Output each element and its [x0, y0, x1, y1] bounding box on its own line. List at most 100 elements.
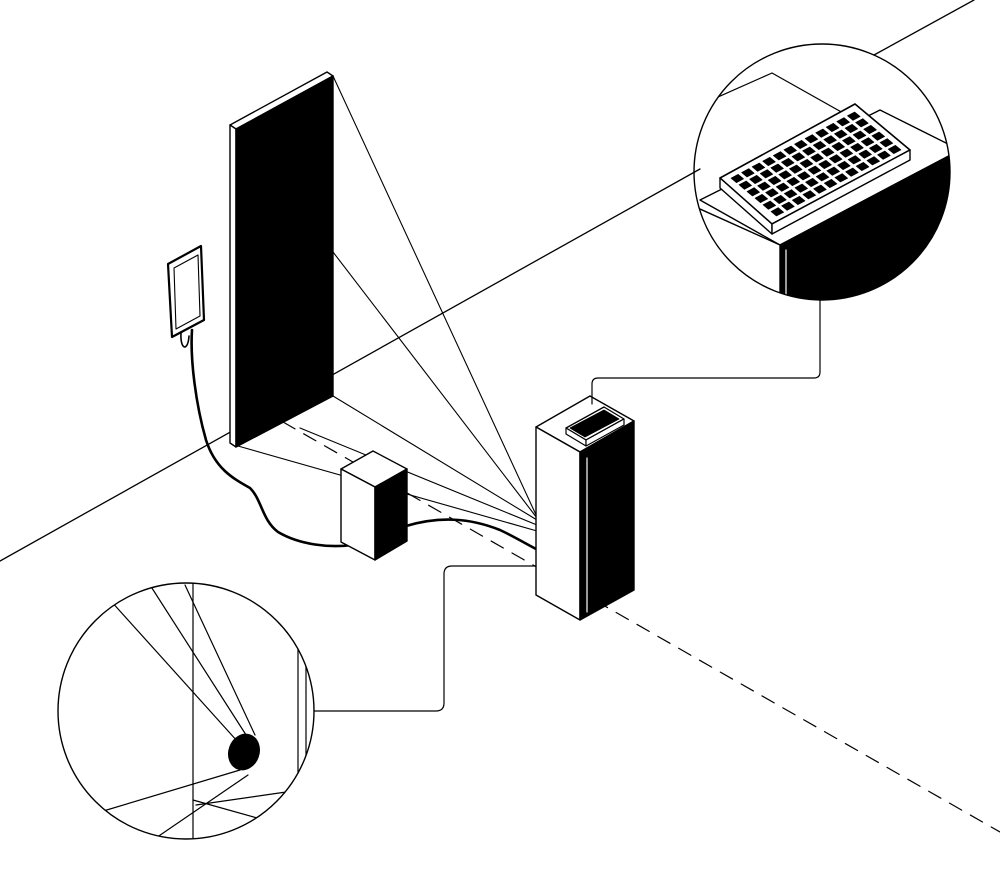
lens-leader-line — [313, 565, 537, 712]
keyboard-key — [825, 123, 840, 132]
tall-tower-unit — [535, 395, 635, 621]
keyboard-key — [858, 149, 872, 159]
keyboard-key — [834, 129, 848, 139]
keyboard-key — [765, 188, 779, 198]
keyboard-key — [823, 135, 837, 145]
keyboard-key — [783, 145, 797, 155]
keyboard-key — [850, 143, 864, 152]
keyboard-key — [794, 140, 808, 149]
keyboard-key — [791, 196, 806, 205]
keyboard-key — [820, 147, 835, 157]
keyboard-key — [786, 177, 800, 186]
keyboard-key — [772, 151, 787, 161]
keyboard-key — [802, 146, 816, 156]
keyboard-key — [773, 195, 787, 204]
keyboard-key — [860, 137, 875, 147]
zoom-floor-4 — [195, 789, 301, 806]
zoom-keyboard-side — [771, 149, 911, 235]
screen-face — [235, 75, 334, 448]
keyboard-key — [751, 162, 766, 172]
keyboard-key — [847, 155, 862, 165]
keyboard-key — [837, 161, 851, 170]
keyboard-key — [802, 190, 817, 200]
keyboard-key — [845, 167, 859, 177]
keyboard-key — [823, 179, 838, 188]
keyboard-key — [869, 144, 883, 153]
keyboard-key — [855, 118, 869, 128]
keyboard-key — [741, 168, 755, 178]
keyboard-key — [781, 158, 795, 167]
keyboard-key — [799, 159, 814, 168]
keyboard-key — [831, 142, 845, 151]
keyboard-key — [842, 136, 856, 146]
keyboard-key — [754, 194, 769, 203]
keyboard-key — [847, 111, 861, 121]
projection-beam-lines — [237, 75, 538, 532]
keyboard-key — [730, 174, 744, 183]
keyboard-key — [855, 162, 870, 171]
keyboard-key — [767, 176, 782, 185]
keyboard-key — [746, 187, 760, 197]
keyboard-key — [813, 184, 827, 194]
zoom-floor-1 — [99, 769, 241, 813]
beam-mid — [332, 251, 538, 519]
camera-lens-icon — [228, 733, 260, 771]
keyboard-key — [791, 152, 806, 162]
tower-front — [535, 426, 581, 621]
screen-side-edge — [229, 124, 237, 448]
zoom-beam-3 — [184, 584, 256, 736]
keyboard-key — [783, 189, 798, 199]
keyboard-key — [863, 125, 877, 134]
keyboard-key — [805, 178, 819, 187]
keyboard-key — [852, 130, 867, 140]
keyboard-key — [834, 173, 849, 183]
keyboard-key — [770, 163, 784, 173]
keyboard-key — [877, 150, 891, 160]
keyboard-key — [810, 153, 824, 163]
keyboard-key — [887, 145, 902, 154]
floor-line — [0, 168, 701, 562]
keyboard-key — [762, 157, 776, 166]
keyboard-key — [804, 134, 819, 144]
zoom-beam-2 — [149, 584, 249, 739]
lens-callout-circle — [57, 582, 315, 840]
tall-black-screen-panel — [229, 71, 334, 448]
keyboard-leader-line — [591, 299, 821, 405]
keyboard-key — [829, 154, 843, 164]
keyboard-key — [807, 165, 822, 175]
keyboard-key — [812, 141, 827, 150]
keyboard-zoom-content — [694, 72, 950, 300]
keyboard-key — [757, 181, 771, 191]
keyboard-key — [762, 200, 777, 210]
wall-edge-line — [873, 0, 975, 56]
keyboard-key — [738, 180, 752, 190]
keyboard-callout-circle — [693, 43, 951, 301]
keyboard-small-keys — [569, 409, 620, 438]
keyboard-small-side — [585, 418, 625, 447]
lens-detail-callout — [57, 582, 315, 840]
small-speaker-box — [340, 450, 408, 561]
keyboard-key — [866, 156, 881, 166]
tablet-cable — [190, 328, 354, 548]
keyboard-key — [815, 172, 830, 182]
keyboard-key — [797, 171, 811, 181]
zoom-beam-1 — [109, 599, 239, 743]
keyboard-key — [836, 117, 850, 127]
tablet-mount-hook — [180, 332, 190, 348]
keyboard-key — [775, 182, 790, 192]
keyboard-key — [749, 175, 763, 184]
zoom-floor-2 — [149, 774, 249, 839]
keyboard-on-tower — [565, 406, 625, 447]
dashed-axis-line — [261, 409, 1000, 833]
speaker-tower-cable — [404, 518, 542, 553]
keyboard-detail-callout — [693, 43, 951, 301]
wall-mounted-tablet — [166, 244, 206, 348]
keyboard-key — [879, 138, 894, 148]
keyboard-key — [844, 124, 859, 133]
keyboard-key — [815, 128, 829, 138]
tablet-screen — [173, 254, 201, 330]
keyboard-key — [818, 160, 832, 169]
keyboard-key — [794, 183, 808, 193]
